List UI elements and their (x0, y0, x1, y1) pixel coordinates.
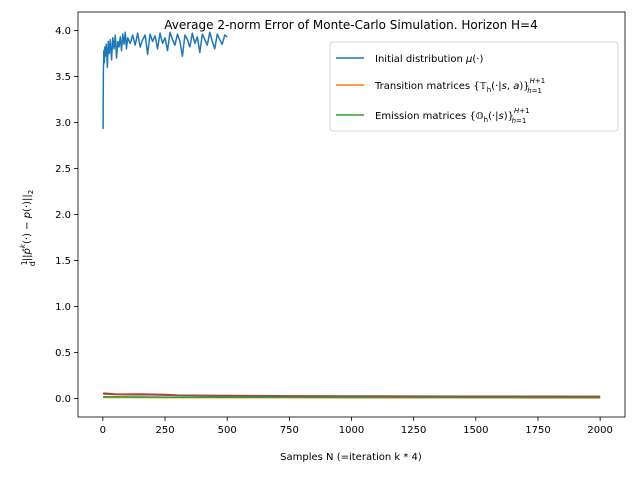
y-tick-label-0: 0.0 (55, 394, 71, 405)
series-line-4 (103, 393, 601, 398)
legend: Initial distribution μ(·) Transition mat… (329, 41, 619, 132)
plot-area (102, 31, 601, 399)
svg-text:1d||p̂k(·) − p(·)||2: 1d||p̂k(·) − p(·)||2 (19, 190, 37, 267)
y-axis-label: 1d||p̂k(·) − p(·)||2 (19, 190, 37, 267)
legend-label-transition: Transition matrices {𝕋h(·|s, a)}H+1 h=1 (374, 77, 545, 95)
series-line-0 (102, 31, 228, 129)
x-tick-label-2: 500 (218, 425, 237, 436)
y-tick-label-6: 3.0 (55, 118, 71, 129)
x-tick-label-3: 750 (280, 425, 299, 436)
x-axis: 0 250 500 750 1000 1250 1500 1750 2000 (100, 417, 613, 436)
plot-frame (77, 11, 626, 418)
y-tick-label-2: 1.0 (55, 302, 71, 313)
legend-label-emission: Emission matrices {𝕆h(·|s)}H+1 h=1 (375, 107, 530, 125)
legend-box (329, 41, 619, 132)
y-tick-label-1: 0.5 (55, 348, 71, 359)
x-tick-label-8: 2000 (587, 425, 612, 436)
x-tick-label-6: 1500 (463, 425, 488, 436)
y-tick-label-8: 4.0 (55, 26, 71, 37)
series-line-2 (103, 396, 601, 399)
x-tick-label-1: 250 (155, 425, 174, 436)
x-axis-label: Samples N (=iteration k * 4) (280, 452, 422, 463)
x-tick-label-7: 1750 (525, 425, 550, 436)
chart-title: Average 2-norm Error of Monte-Carlo Simu… (164, 18, 538, 32)
x-tick-label-0: 0 (100, 425, 106, 436)
x-tick-label-5: 1250 (401, 425, 426, 436)
x-tick-label-4: 1000 (339, 425, 364, 436)
y-tick-label-4: 2.0 (55, 210, 71, 221)
y-tick-label-5: 2.5 (55, 164, 71, 175)
y-tick-label-3: 1.5 (55, 256, 71, 267)
y-tick-label-7: 3.5 (55, 72, 71, 83)
legend-label-initial: Initial distribution μ(·) (375, 54, 483, 65)
y-axis: 0.0 0.5 1.0 1.5 2.0 2.5 3.0 3.5 4.0 (55, 26, 78, 405)
